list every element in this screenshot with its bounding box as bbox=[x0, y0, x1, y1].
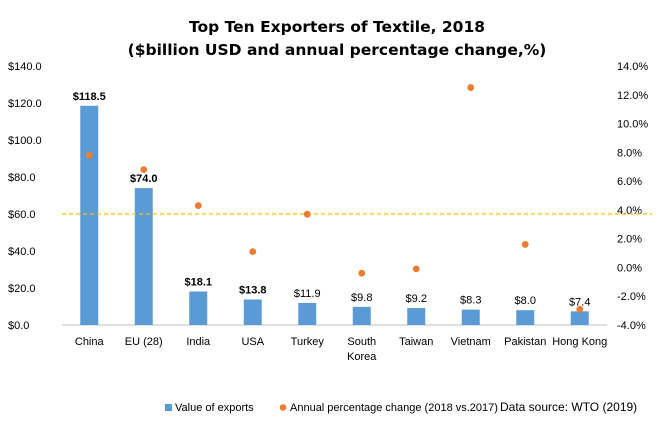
x-tick-label: India bbox=[186, 336, 211, 348]
y-left-tick-label: $60.0 bbox=[8, 209, 36, 221]
source-note: Data source: WTO (2019) bbox=[500, 400, 637, 414]
bar bbox=[570, 311, 589, 325]
bar-value-label: $9.8 bbox=[351, 292, 372, 304]
x-tick-label: Hong Kong bbox=[552, 336, 607, 348]
x-tick-label: Korea bbox=[347, 351, 377, 363]
chart-title: Top Ten Exporters of Textile, 2018 bbox=[189, 18, 485, 36]
y-left-tick-label: $0.0 bbox=[8, 320, 29, 332]
bar-value-label: $8.3 bbox=[460, 295, 481, 307]
y-right-tick-label: 10.0% bbox=[617, 119, 648, 131]
bar-value-label: $7.4 bbox=[569, 296, 590, 308]
scatter-point bbox=[412, 265, 420, 273]
scatter-point bbox=[249, 248, 257, 256]
bar bbox=[80, 105, 99, 326]
bar-value-label: $74.0 bbox=[130, 173, 158, 185]
bar bbox=[134, 188, 153, 325]
x-tick-label: China bbox=[75, 336, 105, 348]
y-right-tick-label: -2.0% bbox=[617, 291, 646, 303]
bar bbox=[298, 302, 317, 325]
scatter-point bbox=[358, 269, 366, 277]
legend-label-exports: Value of exports bbox=[175, 402, 254, 414]
legend-label-change: Annual percentage change (2018 vs.2017) bbox=[290, 402, 498, 414]
legend-swatch-exports bbox=[165, 404, 172, 411]
y-right-tick-label: 0.0% bbox=[617, 262, 642, 274]
bar bbox=[352, 306, 371, 325]
bar bbox=[189, 291, 208, 325]
x-tick-label: USA bbox=[241, 336, 264, 348]
y-right-tick-label: 8.0% bbox=[617, 147, 642, 159]
y-left-tick-label: $120.0 bbox=[8, 98, 42, 110]
bar bbox=[243, 299, 262, 325]
x-tick-label: Taiwan bbox=[399, 336, 433, 348]
plot-area: $0.0 $20.0 $40.0 $60.0 $80.0 $100.0 $120.0 $140… bbox=[8, 61, 652, 363]
y-left-tick-label: $80.0 bbox=[8, 172, 36, 184]
x-tick-label: Pakistan bbox=[504, 336, 546, 348]
scatter-point bbox=[303, 210, 311, 218]
scatter-point bbox=[521, 241, 529, 248]
y-right-tick-label: 6.0% bbox=[617, 176, 642, 188]
bar-value-label: $118.5 bbox=[73, 91, 106, 103]
scatter-point bbox=[85, 151, 93, 159]
legend: Value of exports Annual percentage chang… bbox=[165, 402, 498, 414]
y-right-tick-label: -4.0% bbox=[617, 320, 646, 332]
y-right-tick-label: 4.0% bbox=[617, 205, 642, 217]
legend-swatch-change bbox=[279, 404, 287, 411]
bar bbox=[461, 309, 480, 325]
x-tick-label: Vietnam bbox=[451, 336, 491, 348]
bar-value-label: $18.1 bbox=[184, 277, 212, 289]
bar-value-label: $13.8 bbox=[239, 284, 267, 296]
y-left-tick-label: $100.0 bbox=[8, 135, 42, 147]
y-right-tick-label: 2.0% bbox=[617, 234, 642, 246]
scatter-point bbox=[467, 84, 475, 91]
bar-value-label: $9.2 bbox=[406, 293, 427, 305]
scatter-point bbox=[576, 305, 584, 313]
y-left-tick-label: $20.0 bbox=[8, 283, 36, 295]
x-tick-label: Turkey bbox=[291, 336, 325, 348]
scatter-point bbox=[140, 166, 148, 174]
bar-value-label: $8.0 bbox=[515, 295, 536, 307]
x-tick-label: EU (28) bbox=[125, 336, 163, 348]
chart-subtitle: ($billion USD and annual percentage chan… bbox=[128, 41, 547, 59]
y-left-tick-label: $40.0 bbox=[8, 246, 36, 258]
bar bbox=[516, 310, 535, 325]
bar bbox=[407, 307, 426, 325]
y-right-tick-label: 14.0% bbox=[617, 61, 648, 73]
y-right-tick-label: 12.0% bbox=[617, 90, 648, 102]
scatter-point bbox=[194, 202, 202, 209]
x-tick-label: South bbox=[347, 336, 376, 348]
bar-value-label: $11.9 bbox=[294, 288, 321, 300]
y-left-tick-label: $140.0 bbox=[8, 61, 42, 73]
